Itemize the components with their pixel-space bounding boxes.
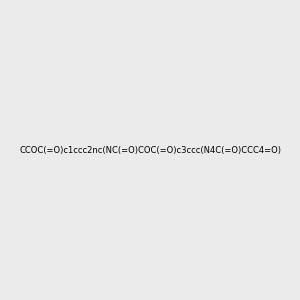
Text: CCOC(=O)c1ccc2nc(NC(=O)COC(=O)c3ccc(N4C(=O)CCC4=O): CCOC(=O)c1ccc2nc(NC(=O)COC(=O)c3ccc(N4C(… bbox=[19, 146, 281, 154]
